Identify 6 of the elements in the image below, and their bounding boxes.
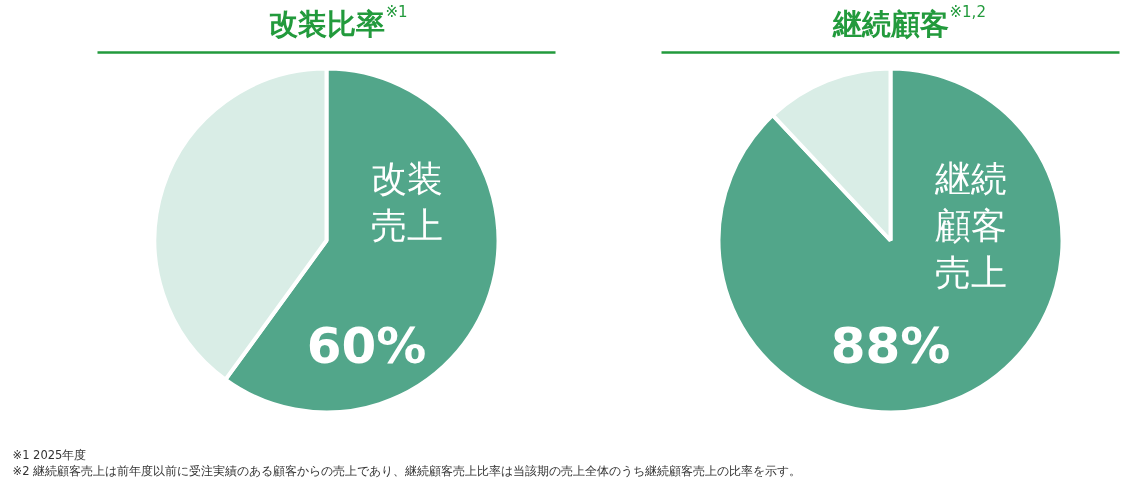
text: ※2 継続顧客売上は前年度以前に受注実績のある顧客からの売上であり、継続顧客売上比率は当該期の売上全体のうち継続顧客売上の比率を示す。 bbox=[12, 463, 802, 478]
data-label: 60% bbox=[306, 316, 427, 375]
text: ※1 2025年度 bbox=[12, 447, 87, 462]
data-label: 88% bbox=[830, 316, 951, 375]
slice-label: 改装売上 bbox=[370, 158, 443, 246]
slice-label: 継続顧客売上 bbox=[933, 158, 1007, 293]
